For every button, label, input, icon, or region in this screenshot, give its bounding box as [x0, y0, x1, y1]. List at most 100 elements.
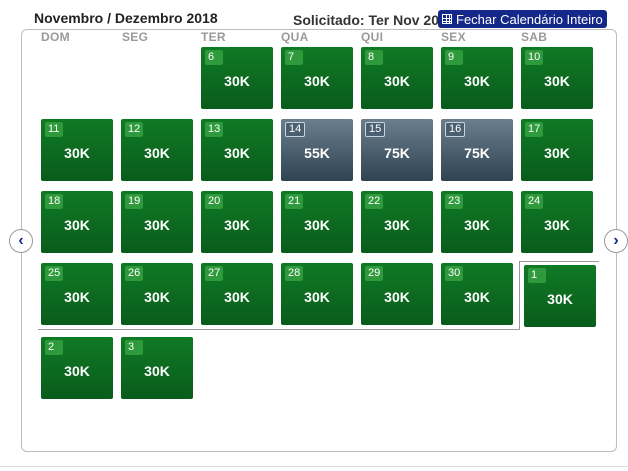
day-number: 27	[205, 266, 224, 281]
calendar-day[interactable]: 12 30K	[121, 119, 193, 181]
calendar-day[interactable]: 11 30K	[41, 119, 113, 181]
next-month-button[interactable]: ›	[604, 229, 628, 253]
calendar-day[interactable]: 20 30K	[201, 191, 273, 253]
prev-month-button[interactable]: ‹	[9, 229, 33, 253]
day-number: 21	[285, 194, 304, 209]
calendar-day[interactable]: 25 30K	[41, 263, 113, 325]
day-number: 15	[365, 122, 386, 137]
weekday-header-sun: DOM	[41, 30, 70, 44]
calendar-day[interactable]: 9 30K	[441, 47, 513, 109]
day-price: 30K	[544, 217, 570, 233]
weekday-header-tue: TER	[201, 30, 226, 44]
day-number: 25	[45, 266, 64, 281]
close-calendar-label: Fechar Calendário Inteiro	[456, 11, 603, 27]
day-price: 30K	[384, 73, 410, 89]
day-number: 23	[445, 194, 464, 209]
calendar-day[interactable]: 6 30K	[201, 47, 273, 109]
calendar-day[interactable]: 8 30K	[361, 47, 433, 109]
day-price: 30K	[464, 289, 490, 305]
day-number: 19	[125, 194, 144, 209]
day-price: 30K	[64, 289, 90, 305]
calendar-day[interactable]: 10 30K	[521, 47, 593, 109]
day-number: 8	[365, 50, 383, 65]
calendar-day[interactable]: 22 30K	[361, 191, 433, 253]
day-price: 75K	[384, 145, 410, 161]
day-price: 30K	[144, 217, 170, 233]
day-number: 16	[445, 122, 466, 137]
day-price: 30K	[64, 363, 90, 379]
day-price: 30K	[547, 291, 573, 307]
day-price: 30K	[64, 145, 90, 161]
close-calendar-button[interactable]: Fechar Calendário Inteiro	[438, 10, 607, 28]
calendar-day[interactable]: 28 30K	[281, 263, 353, 325]
day-price: 30K	[224, 289, 250, 305]
week-separator-top	[519, 261, 599, 262]
calendar-day[interactable]: 2 30K	[41, 337, 113, 399]
week-separator-vertical	[519, 261, 520, 330]
calendar-day[interactable]: 24 30K	[521, 191, 593, 253]
calendar-day[interactable]: 1 30K	[524, 265, 596, 327]
calendar-day[interactable]: 18 30K	[41, 191, 113, 253]
calendar-day[interactable]: 21 30K	[281, 191, 353, 253]
calendar-day[interactable]: 19 30K	[121, 191, 193, 253]
requested-date: Solicitado: Ter Nov 20	[293, 12, 439, 28]
day-number: 10	[525, 50, 544, 65]
day-number: 22	[365, 194, 384, 209]
calendar-day[interactable]: 13 30K	[201, 119, 273, 181]
day-price: 30K	[544, 145, 570, 161]
day-number: 17	[525, 122, 544, 137]
day-number: 7	[285, 50, 303, 65]
calendar-title: Novembro / Dezembro 2018	[34, 10, 218, 26]
day-number: 6	[205, 50, 223, 65]
calendar-day[interactable]: 14 55K	[281, 119, 353, 181]
day-number: 30	[445, 266, 464, 281]
day-number: 20	[205, 194, 224, 209]
day-price: 30K	[464, 73, 490, 89]
calendar-day[interactable]: 23 30K	[441, 191, 513, 253]
week-separator	[38, 329, 520, 330]
calendar-day[interactable]: 17 30K	[521, 119, 593, 181]
day-price: 30K	[144, 289, 170, 305]
day-number: 14	[285, 122, 306, 137]
weekday-header-thu: QUI	[361, 30, 384, 44]
calendar-day[interactable]: 15 75K	[361, 119, 433, 181]
day-price: 30K	[304, 289, 330, 305]
day-number: 2	[45, 340, 63, 355]
calendar-day[interactable]: 3 30K	[121, 337, 193, 399]
day-number: 3	[125, 340, 143, 355]
day-price: 30K	[64, 217, 90, 233]
calendar-grid-icon	[442, 14, 452, 24]
weekday-header-fri: SEX	[441, 30, 466, 44]
day-number: 24	[525, 194, 544, 209]
day-number: 9	[445, 50, 463, 65]
day-price: 75K	[464, 145, 490, 161]
day-price: 30K	[464, 217, 490, 233]
day-number: 29	[365, 266, 384, 281]
day-price: 30K	[384, 289, 410, 305]
calendar-day[interactable]: 30 30K	[441, 263, 513, 325]
day-price: 30K	[224, 217, 250, 233]
weekday-header-wed: QUA	[281, 30, 309, 44]
day-price: 30K	[304, 73, 330, 89]
day-price: 55K	[304, 145, 330, 161]
day-number: 28	[285, 266, 304, 281]
day-number: 26	[125, 266, 144, 281]
day-price: 30K	[224, 73, 250, 89]
day-number: 1	[528, 268, 546, 283]
day-number: 13	[205, 122, 224, 137]
day-price: 30K	[144, 363, 170, 379]
calendar-day[interactable]: 27 30K	[201, 263, 273, 325]
day-number: 11	[45, 122, 63, 137]
calendar-day[interactable]: 29 30K	[361, 263, 433, 325]
bottom-divider	[0, 466, 628, 467]
calendar-day[interactable]: 7 30K	[281, 47, 353, 109]
calendar-day[interactable]: 16 75K	[441, 119, 513, 181]
weekday-header-mon: SEG	[122, 30, 149, 44]
day-price: 30K	[144, 145, 170, 161]
day-price: 30K	[304, 217, 330, 233]
chevron-left-icon: ‹	[18, 232, 24, 249]
day-number: 18	[45, 194, 64, 209]
day-price: 30K	[544, 73, 570, 89]
day-number: 12	[125, 122, 144, 137]
calendar-day[interactable]: 26 30K	[121, 263, 193, 325]
